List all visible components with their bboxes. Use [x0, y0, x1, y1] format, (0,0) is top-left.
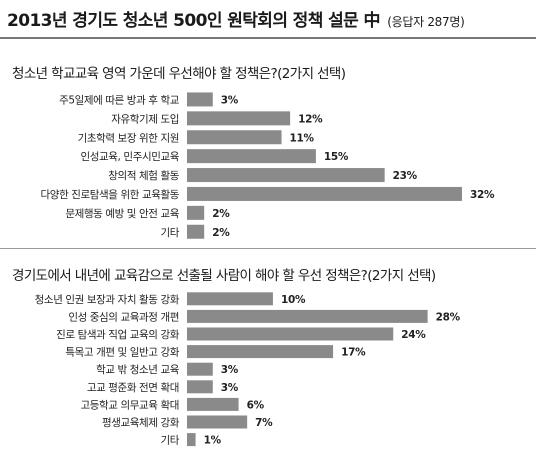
- chart1-value-label: 15%: [324, 151, 349, 163]
- chart2-value-label: 3%: [221, 364, 239, 376]
- chart1-value-label: 12%: [298, 113, 323, 125]
- chart2-category-label: 진로 탐색과 직업 교육의 강화: [56, 328, 180, 341]
- chart1-title: 청소년 학교교육 영역 가운데 우선해야 할 정책은?(2가지 선택): [12, 66, 346, 82]
- chart2-bar: [187, 397, 239, 411]
- chart1-value-label: 2%: [212, 208, 230, 220]
- chart2-category-label: 특목고 개편 및 일반고 강화: [65, 346, 179, 359]
- chart2-value-label: 3%: [221, 382, 239, 394]
- chart2-category-label: 고교 평준화 전면 확대: [87, 381, 179, 394]
- chart2-superintendent-policy: 청소년 인권 보장과 자치 활동 강화 10% 인성 중심의 교육과정 개편 28% 진…: [35, 292, 461, 447]
- chart1-school-education-policy: 주5일제에 따른 방과 후 학교 3% 자유학기제 도입 12% 기초학력 보장 위한 …: [41, 92, 495, 239]
- chart2-value-label: 17%: [341, 347, 366, 359]
- chart2-bar: [187, 345, 334, 359]
- chart1-value-label: 3%: [221, 94, 239, 106]
- chart2-value-label: 1%: [204, 435, 222, 447]
- page-title: 2013년 경기도 청소년 500인 원탁회의 정책 설문 中 (응답자 287…: [7, 6, 465, 31]
- chart2-category-label: 평생교육체제 강화: [102, 417, 180, 429]
- chart2-bar: [187, 362, 213, 376]
- chart2-bar: [187, 309, 428, 323]
- chart1-bar: [187, 186, 462, 201]
- chart1-category-label: 자유학기제 도입: [111, 112, 179, 125]
- chart2-category-label: 학교 밖 청소년 교육: [96, 364, 180, 376]
- chart1-category-label: 창의적 체험 활동: [108, 169, 179, 182]
- chart2-bar: [187, 433, 196, 447]
- chart1-value-label: 32%: [470, 189, 495, 201]
- chart1-category-label: 기타: [160, 227, 179, 239]
- title-text: 2013년 경기도 청소년 500인 원탁회의 정책 설문 中: [7, 11, 380, 31]
- chart2-bar: [187, 380, 213, 394]
- chart1-bar: [187, 92, 213, 107]
- chart1-bar: [187, 224, 205, 239]
- chart2-value-label: 28%: [436, 311, 461, 323]
- chart2-title: 경기도에서 내년에 교육감으로 선출될 사람이 해야 할 우선 정책은?(2가지…: [12, 268, 436, 284]
- chart2-bar: [187, 292, 273, 306]
- chart1-category-label: 기초학력 보장 위한 지원: [78, 131, 179, 144]
- chart2-value-label: 24%: [401, 329, 426, 341]
- chart1-category-label: 인성교육, 민주시민교육: [81, 151, 180, 163]
- chart1-category-label: 주5일제에 따른 방과 후 학교: [59, 93, 180, 106]
- respondent-count: (응답자 287명): [387, 15, 465, 29]
- chart2-category-label: 기타: [160, 435, 179, 447]
- chart1-bar: [187, 168, 385, 183]
- chart1-category-label: 다양한 진로탐색을 위한 교육활동: [41, 188, 180, 201]
- chart2-value-label: 10%: [281, 294, 306, 306]
- chart2-bar: [187, 327, 394, 341]
- chart2-category-label: 인성 중심의 교육과정 개편: [68, 310, 179, 323]
- chart2-category-label: 청소년 인권 보장과 자치 활동 강화: [35, 293, 180, 306]
- chart1-value-label: 11%: [290, 132, 315, 144]
- chart1-bar: [187, 130, 282, 145]
- chart1-bar: [187, 111, 291, 126]
- chart2-bar: [187, 415, 248, 429]
- chart2-value-label: 7%: [255, 417, 273, 429]
- title-divider: [0, 37, 536, 39]
- chart1-bar: [187, 149, 316, 164]
- section-divider: [0, 248, 536, 249]
- chart1-bar: [187, 205, 205, 220]
- chart1-value-label: 23%: [393, 170, 418, 182]
- chart1-category-label: 문제행동 예방 및 안전 교육: [65, 207, 179, 220]
- chart2-category-label: 고등학교 의무교육 확대: [81, 398, 179, 411]
- chart1-value-label: 2%: [212, 227, 230, 239]
- chart2-value-label: 6%: [247, 399, 265, 411]
